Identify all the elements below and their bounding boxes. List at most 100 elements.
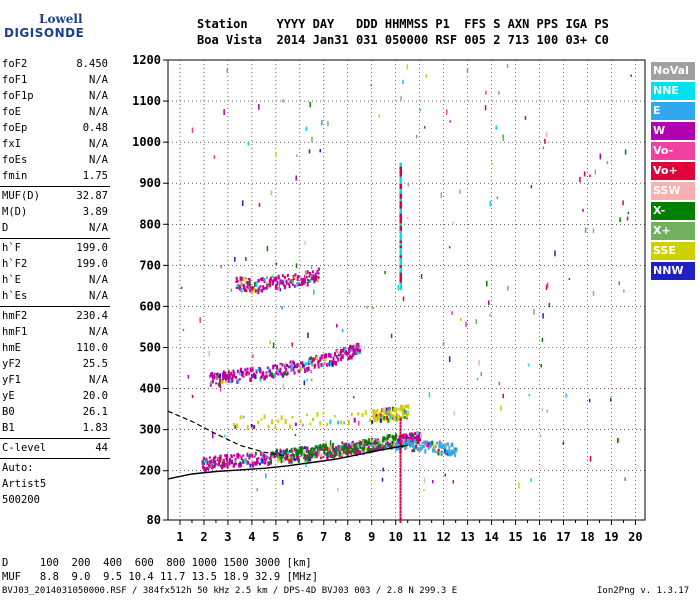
trace-echo (233, 371, 236, 376)
trace-echo (245, 461, 248, 466)
spike-echo (399, 187, 403, 192)
trace-echo (276, 280, 279, 286)
trace-echo (303, 453, 306, 459)
trace-echo (311, 270, 314, 274)
trace-echo (261, 288, 264, 293)
trace-echo (287, 451, 290, 454)
noise-echo (545, 131, 548, 138)
trace-echo (363, 447, 366, 452)
trace-echo (262, 372, 265, 377)
spike-echo (399, 221, 403, 226)
trace-echo (297, 274, 300, 278)
trace-echo (305, 273, 308, 279)
trace-echo (377, 412, 380, 418)
trace-echo (240, 456, 243, 461)
param-row: foF1p N/A (2, 88, 108, 104)
trace-echo (408, 432, 411, 436)
trace-echo (387, 418, 390, 423)
trace-echo (234, 457, 237, 461)
trace-echo (217, 374, 220, 379)
trace-echo (282, 371, 285, 376)
noise-echo (310, 378, 313, 382)
spike-echo (399, 503, 402, 507)
trace-echo (327, 352, 330, 358)
trace-echo (286, 371, 289, 376)
trace-echo (384, 411, 387, 415)
trace-echo (331, 444, 334, 449)
trace-echo (347, 352, 350, 355)
trace-echo (410, 435, 413, 440)
noise-echo (366, 305, 368, 310)
trace-echo (279, 457, 282, 460)
separator-line (0, 238, 110, 239)
trace-echo (274, 364, 277, 367)
trace-echo (227, 378, 230, 383)
y-tick-label: 1100 (132, 94, 161, 108)
noise-echo (226, 68, 229, 73)
trace-echo (269, 280, 272, 284)
spike-echo (399, 239, 403, 244)
param-value: 8.450 (76, 58, 108, 70)
spike-echo (399, 258, 403, 263)
noise-echo (448, 246, 451, 249)
trace-echo (238, 462, 241, 468)
trace-echo (315, 453, 318, 459)
trace-echo (211, 379, 214, 384)
trace-echo (220, 380, 223, 385)
trace-echo (244, 277, 247, 280)
param-row: hmF1 N/A (2, 324, 108, 340)
noise-echo (223, 109, 225, 116)
noise-echo (546, 409, 549, 413)
trace-echo (205, 457, 208, 462)
trace-echo (453, 451, 456, 455)
trace-echo (318, 362, 321, 367)
param-row: yF1 N/A (2, 372, 108, 388)
trace-echo (242, 415, 245, 419)
trace-echo (296, 453, 299, 458)
noise-echo (337, 487, 339, 492)
trace-echo (281, 363, 284, 367)
trace-echo (299, 446, 302, 450)
trace-echo (383, 416, 386, 420)
trace-echo (251, 368, 254, 372)
trace-echo (233, 462, 236, 467)
trace-echo (386, 434, 389, 440)
trace-echo (209, 461, 212, 466)
trace-echo (271, 275, 274, 278)
noise-echo (282, 383, 284, 390)
legend-item-vo-: Vo- (651, 142, 695, 160)
noise-echo (400, 96, 402, 101)
trace-echo (257, 289, 260, 295)
trace-echo (322, 443, 325, 448)
trace-echo (247, 460, 250, 465)
noise-echo (542, 146, 545, 150)
spike-echo (399, 457, 402, 461)
trace-echo (314, 272, 317, 277)
trace-echo (235, 376, 238, 379)
trace-echo (288, 456, 291, 460)
noise-echo (475, 319, 478, 324)
trace-echo (312, 447, 315, 452)
trace-echo (218, 454, 221, 457)
trace-echo (259, 277, 262, 281)
trace-echo (349, 446, 352, 450)
trace-echo (302, 449, 305, 454)
noise-echo (594, 169, 597, 175)
trace-echo (222, 375, 225, 381)
trace-echo (335, 355, 338, 359)
trace-echo (219, 381, 222, 386)
spike-echo (399, 172, 403, 177)
trace-echo (246, 367, 249, 371)
noise-echo (258, 103, 260, 110)
trace-echo (219, 378, 222, 383)
trace-echo (413, 449, 416, 453)
trace-echo (282, 451, 285, 455)
trace-echo (293, 458, 296, 462)
param-row: h`F2 199.0 (2, 256, 108, 272)
trace-echo (242, 276, 245, 282)
noise-echo (584, 227, 587, 233)
param-value: 230.4 (76, 310, 108, 322)
spike-echo (399, 474, 402, 477)
trace-echo (230, 371, 233, 376)
trace-echo (259, 459, 262, 462)
